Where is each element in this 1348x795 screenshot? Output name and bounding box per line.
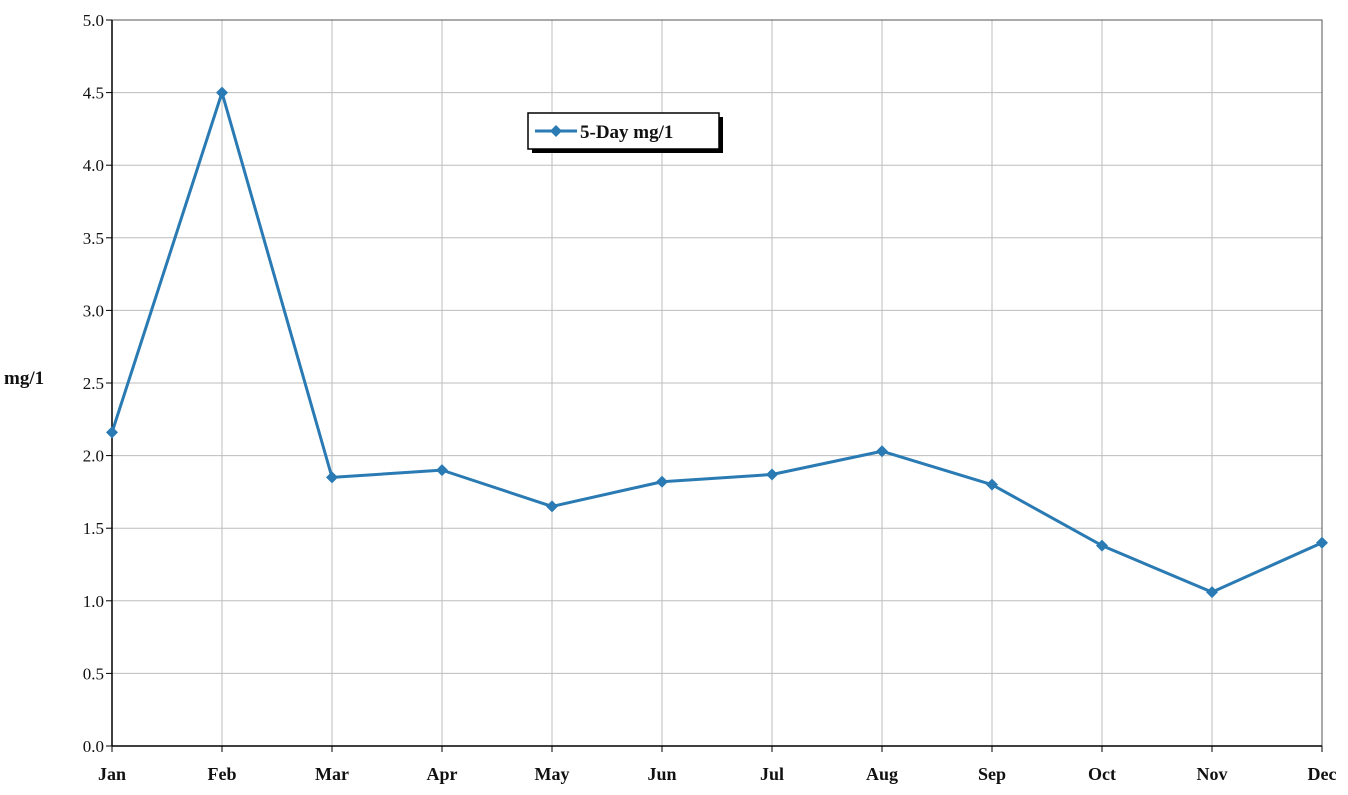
- series-line: [110, 91, 1323, 594]
- y-tick-label: 4.5: [83, 84, 104, 103]
- x-category-label: Mar: [315, 764, 349, 784]
- data-point-marker: [1096, 539, 1108, 552]
- data-point-marker: [1206, 586, 1218, 599]
- x-category-label: Sep: [978, 764, 1006, 784]
- legend-series-label: 5-Day mg/1: [580, 122, 673, 143]
- data-point-marker: [876, 445, 888, 458]
- x-category-label: Aug: [866, 764, 898, 784]
- y-tick-label: 2.5: [83, 374, 104, 393]
- x-category-label: Dec: [1308, 764, 1337, 784]
- y-tick-label: 3.5: [83, 229, 104, 248]
- data-point-marker: [1316, 536, 1328, 549]
- x-category-label: May: [535, 764, 570, 784]
- y-tick-label: 0.5: [83, 664, 104, 683]
- x-category-label: Jan: [98, 764, 126, 784]
- y-tick-label: 1.0: [83, 592, 104, 611]
- vertical-gridlines: [221, 20, 1213, 746]
- data-point-marker: [216, 86, 228, 99]
- y-tick-label: 5.0: [83, 11, 104, 30]
- y-tick-label: 4.0: [83, 156, 104, 175]
- x-category-label: Oct: [1088, 764, 1116, 784]
- data-point-marker: [326, 471, 338, 484]
- y-tick-label: 2.0: [83, 447, 104, 466]
- x-category-label: Jul: [760, 764, 784, 784]
- data-point-marker: [546, 500, 558, 513]
- legend-series-marker: [550, 125, 562, 137]
- data-point-marker: [106, 426, 118, 439]
- x-axis-ticks: Jan Feb Mar Apr May Jun Jul Aug Sep Oct Nov Dec: [98, 746, 1337, 784]
- legend: 5-Day mg/1: [527, 112, 723, 153]
- data-point-marker: [436, 464, 448, 477]
- y-axis-title: mg/1: [4, 368, 44, 389]
- y-tick-label: 3.0: [83, 301, 104, 320]
- series-layer: [106, 86, 1328, 599]
- x-category-label: Apr: [427, 764, 458, 784]
- data-point-marker: [986, 478, 998, 491]
- x-category-label: Jun: [647, 764, 676, 784]
- data-point-marker: [656, 475, 668, 488]
- horizontal-gridlines: [112, 92, 1322, 674]
- y-tick-label: 0.0: [83, 737, 104, 756]
- x-category-label: Feb: [208, 764, 237, 784]
- y-axis-ticks: 0.0 0.5 1.0 1.5 2.0 2.5 3.0 3.5 4.0 4.5 5.0: [83, 11, 112, 756]
- x-category-label: Nov: [1197, 764, 1228, 784]
- y-tick-label: 1.5: [83, 519, 104, 538]
- data-point-marker: [766, 468, 778, 481]
